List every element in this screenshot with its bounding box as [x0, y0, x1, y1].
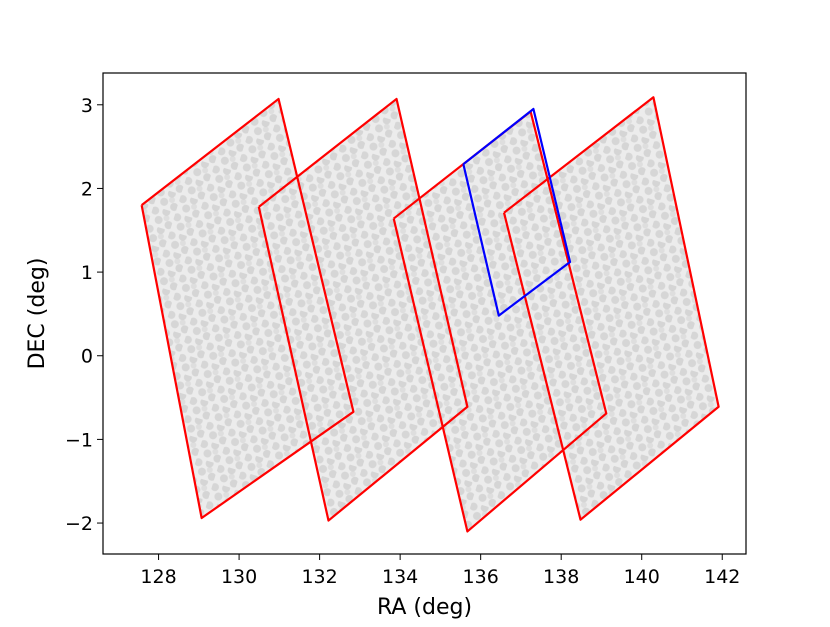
- x-tick-label: 142: [704, 566, 740, 588]
- footprint-outline: [257, 97, 469, 522]
- y-axis-label: DEC (deg): [25, 258, 50, 370]
- y-tick-label: 0: [81, 346, 93, 368]
- x-tick-label: 130: [221, 566, 257, 588]
- x-tick-label: 136: [463, 566, 499, 588]
- y-tick-label: −1: [65, 429, 93, 451]
- y-tick-label: 2: [81, 178, 93, 200]
- y-tick-label: 3: [81, 95, 93, 117]
- x-tick-label: 128: [140, 566, 176, 588]
- footprint-outline: [462, 107, 572, 317]
- footprint-outline: [140, 97, 355, 520]
- y-tick-label: −2: [65, 513, 93, 535]
- axes-frame: [102, 72, 747, 555]
- footprint-outline: [502, 96, 720, 521]
- y-tick-label: 1: [81, 262, 93, 284]
- x-axis-label: RA (deg): [377, 595, 472, 620]
- x-tick-label: 132: [301, 566, 337, 588]
- footprint-fill: [504, 97, 719, 520]
- x-tick-label: 140: [624, 566, 660, 588]
- x-tick-label: 138: [543, 566, 579, 588]
- x-tick-label: 134: [382, 566, 418, 588]
